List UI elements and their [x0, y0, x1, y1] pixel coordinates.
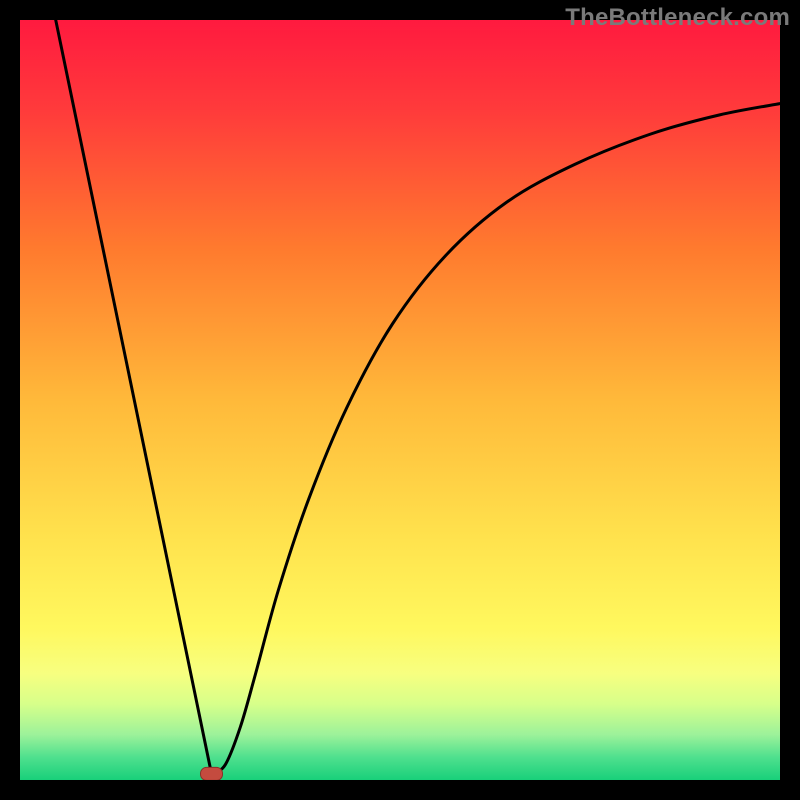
plot-area — [20, 20, 780, 780]
chart-svg — [0, 0, 800, 800]
watermark-text: TheBottleneck.com — [565, 4, 790, 32]
optimum-marker — [201, 767, 223, 780]
chart-stage: TheBottleneck.com — [0, 0, 800, 800]
